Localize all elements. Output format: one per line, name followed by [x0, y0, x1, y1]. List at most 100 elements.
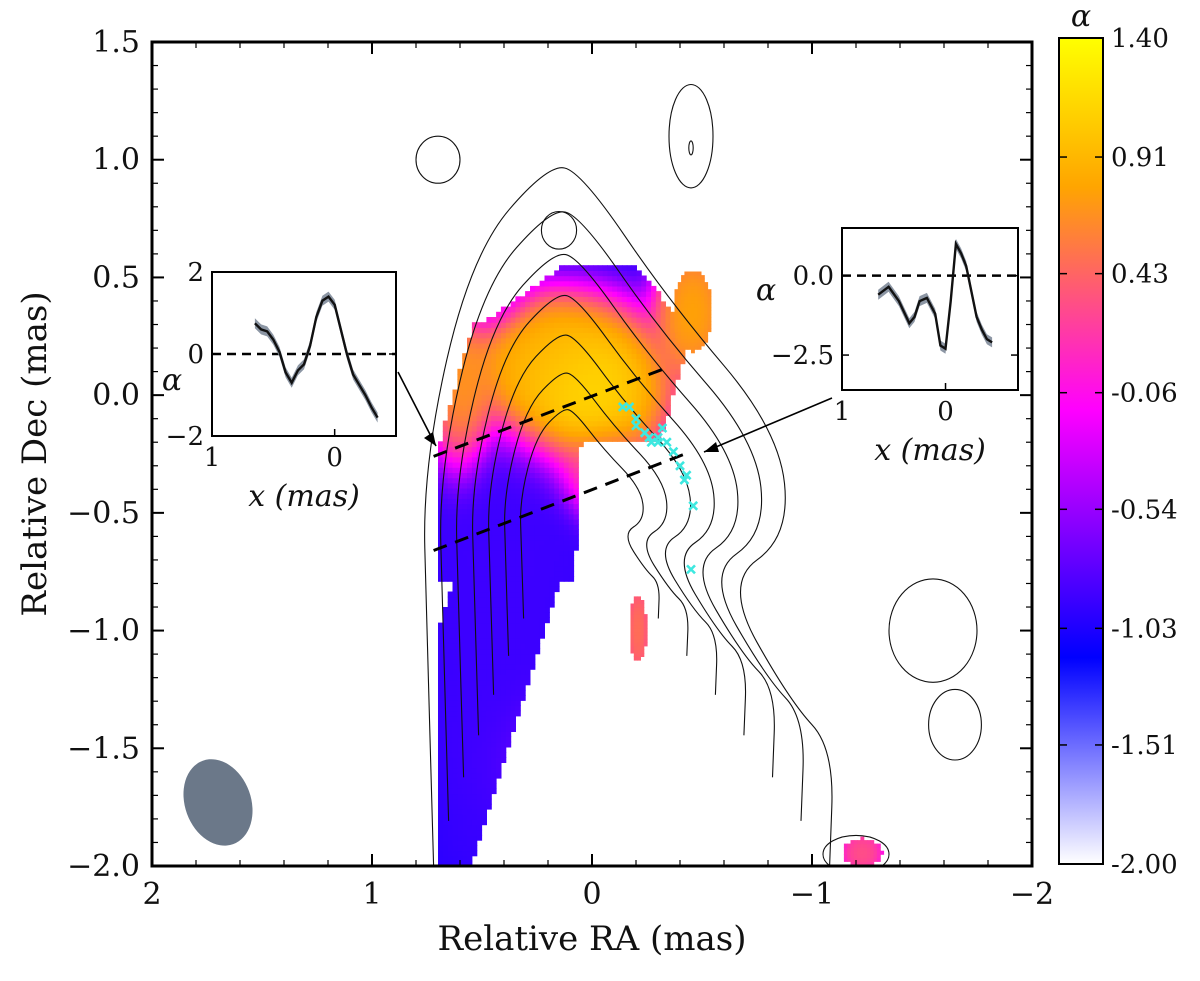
alpha-pixel	[704, 299, 709, 304]
alpha-pixel	[853, 840, 858, 845]
alpha-pixel	[476, 627, 483, 634]
alpha-pixel	[687, 278, 692, 283]
alpha-pixel	[602, 270, 608, 277]
alpha-pixel	[677, 335, 682, 340]
alpha-pixel	[607, 415, 613, 422]
alpha-pixel	[612, 275, 618, 282]
alpha-pixel	[660, 322, 666, 328]
alpha-pixel	[544, 555, 550, 561]
alpha-pixel	[515, 498, 521, 505]
alpha-pixel	[578, 405, 584, 411]
alpha-pixel	[438, 860, 444, 866]
alpha-pixel	[452, 581, 458, 587]
alpha-pixel	[442, 788, 449, 795]
alpha-pixel	[626, 353, 633, 359]
alpha-pixel	[496, 632, 502, 639]
alpha-pixel	[597, 430, 604, 437]
alpha-pixel	[697, 275, 702, 280]
alpha-pixel	[617, 430, 623, 437]
alpha-pixel	[462, 467, 468, 473]
contour-island	[540, 210, 578, 250]
alpha-pixel	[438, 793, 444, 800]
alpha-pixel	[462, 783, 468, 789]
alpha-pixel	[525, 451, 531, 458]
alpha-pixel	[674, 292, 679, 297]
alpha-pixel	[457, 374, 463, 380]
alpha-pixel	[539, 622, 545, 629]
alpha-pixel	[559, 462, 565, 468]
alpha-pixel	[697, 282, 702, 287]
alpha-pixel	[641, 280, 647, 287]
alpha-pixel	[510, 555, 516, 561]
alpha-pixel	[476, 581, 483, 587]
alpha-pixel	[452, 617, 458, 624]
alpha-pixel	[583, 280, 589, 287]
alpha-pixel	[515, 638, 521, 644]
alpha-pixel	[510, 446, 516, 453]
alpha-pixel	[520, 653, 526, 660]
alpha-pixel	[631, 306, 637, 313]
alpha-pixel	[655, 379, 662, 385]
alpha-pixel	[539, 487, 545, 494]
alpha-pixel	[515, 550, 521, 556]
alpha-pixel	[525, 669, 531, 675]
alpha-pixel	[700, 303, 705, 308]
alpha-pixel	[646, 348, 652, 354]
alpha-pixel	[700, 289, 705, 294]
alpha-pixel	[602, 265, 608, 271]
alpha-pixel	[573, 436, 579, 442]
alpha-pixel	[496, 586, 502, 593]
alpha-pixel	[500, 467, 507, 473]
alpha-pixel	[539, 332, 545, 339]
alpha-pixel	[452, 809, 458, 815]
alpha-pixel	[500, 353, 507, 359]
alpha-pixel	[481, 322, 487, 328]
alpha-pixel	[438, 840, 444, 846]
alpha-pixel	[651, 399, 657, 406]
alpha-pixel	[471, 550, 478, 556]
alpha-pixel	[481, 379, 487, 385]
alpha-pixel	[621, 301, 628, 308]
alpha-pixel	[476, 405, 483, 411]
alpha-pixel	[573, 317, 579, 323]
alpha-pixel	[462, 695, 468, 701]
alpha-pixel	[863, 850, 868, 855]
alpha-pixel	[568, 358, 575, 365]
alpha-pixel	[525, 332, 531, 339]
alpha-pixel	[677, 321, 682, 326]
alpha-pixel	[481, 695, 487, 701]
alpha-pixel	[530, 632, 536, 639]
contour-line	[440, 211, 804, 821]
alpha-pixel	[563, 322, 570, 328]
alpha-pixel	[539, 462, 545, 468]
alpha-pixel	[612, 291, 618, 297]
alpha-pixel	[510, 456, 516, 463]
alpha-pixel	[563, 508, 570, 515]
alpha-pixel	[636, 353, 642, 359]
alpha-pixel	[554, 508, 560, 515]
alpha-pixel	[568, 529, 575, 536]
alpha-pixel	[452, 679, 458, 686]
alpha-pixel	[633, 621, 638, 626]
alpha-pixel	[637, 607, 641, 612]
alpha-pixel	[602, 332, 608, 339]
alpha-pixel	[452, 855, 458, 862]
alpha-pixel	[467, 586, 473, 593]
alpha-pixel	[467, 591, 473, 598]
alpha-pixel	[602, 384, 608, 391]
alpha-pixel	[651, 337, 657, 344]
alpha-pixel	[626, 317, 633, 323]
alpha-pixel	[500, 643, 507, 650]
alpha-pixel	[457, 777, 463, 784]
alpha-pixel	[554, 462, 560, 468]
alpha-pixel	[447, 772, 454, 779]
alpha-pixel	[481, 472, 487, 479]
alpha-pixel	[471, 477, 478, 484]
alpha-pixel	[515, 337, 521, 344]
contour-line	[456, 253, 775, 778]
alpha-pixel	[515, 342, 521, 349]
alpha-pixel	[674, 299, 679, 304]
alpha-pixel	[554, 513, 560, 520]
alpha-pixel	[515, 617, 521, 624]
alpha-pixel	[525, 358, 531, 365]
